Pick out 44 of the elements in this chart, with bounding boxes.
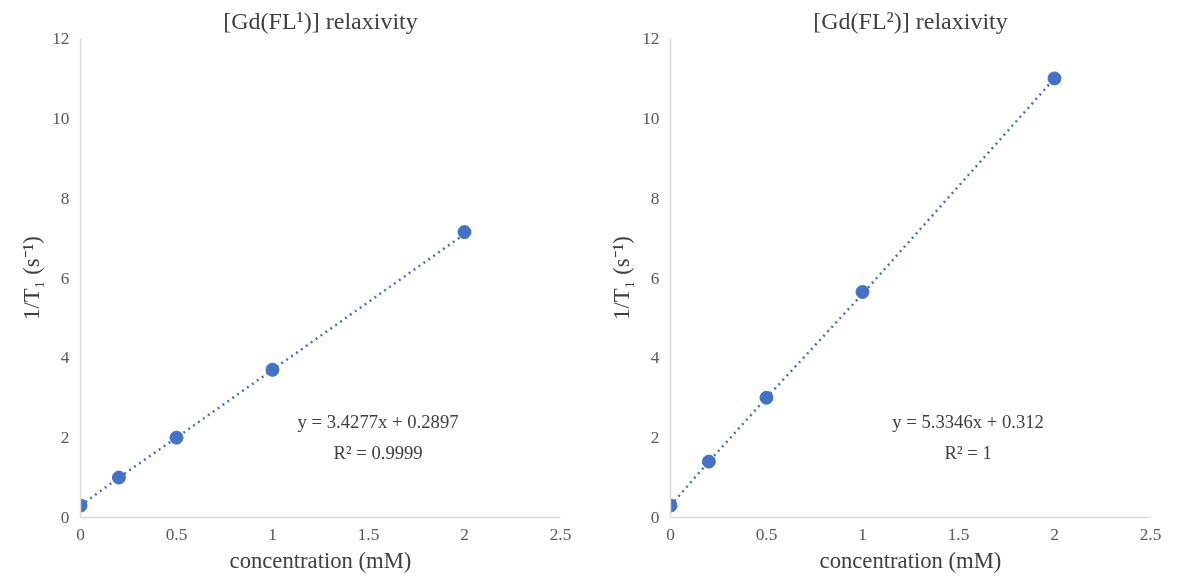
y-tick-label: 4 <box>650 348 660 368</box>
x-tick-label: 1 <box>858 524 867 544</box>
x-tick-label: 0 <box>666 524 675 544</box>
annotation: R² = 1 <box>944 442 992 464</box>
x-axis-title: concentration (mM) <box>819 547 1002 573</box>
annotation: y = 5.3346x + 0.312 <box>892 411 1044 433</box>
chart-title: [Gd(FL¹)] relaxivity <box>223 7 418 34</box>
y-tick-label: 0 <box>60 508 70 527</box>
x-tick-label: 2 <box>460 524 469 544</box>
y-tick-label: 0 <box>650 508 660 527</box>
y-tick-label: 12 <box>642 29 660 48</box>
y-tick-label: 2 <box>650 428 660 448</box>
y-tick-label: 12 <box>52 29 70 48</box>
x-tick-label: 2.5 <box>1139 524 1162 544</box>
point <box>169 430 184 445</box>
y-tick-label: 6 <box>60 268 70 288</box>
y-tick-label: 2 <box>60 428 70 448</box>
x-tick-label: 2 <box>1050 524 1059 544</box>
x-tick-label: 0.5 <box>165 524 188 544</box>
x-axis-title: concentration (mM) <box>229 547 412 573</box>
point <box>111 470 126 485</box>
x-tick-label: 2.5 <box>549 524 572 544</box>
point <box>1047 71 1062 86</box>
x-tick-label: 1 <box>268 524 277 544</box>
point <box>457 225 472 240</box>
y-tick-label: 10 <box>52 108 70 128</box>
y-tick-label: 8 <box>650 188 660 208</box>
y-tick-label: 4 <box>60 348 70 368</box>
point <box>759 390 774 405</box>
point <box>701 454 716 469</box>
y-axis-title: 1/T₁ (s⁻¹) <box>609 236 635 320</box>
x-tick-label: 1.5 <box>357 524 380 544</box>
chart-title: [Gd(FL²)] relaxivity <box>813 7 1008 34</box>
y-tick-label: 10 <box>642 108 660 128</box>
point <box>855 284 870 299</box>
annotation: R² = 0.9999 <box>333 442 423 464</box>
y-tick-label: 8 <box>60 188 70 208</box>
x-tick-label: 0.5 <box>755 524 778 544</box>
annotation: y = 3.4277x + 0.2897 <box>297 411 459 433</box>
y-tick-label: 6 <box>650 268 660 288</box>
x-tick-label: 0 <box>76 524 85 544</box>
x-tick-label: 1.5 <box>947 524 970 544</box>
point <box>265 362 280 377</box>
y-axis-title: 1/T₁ (s⁻¹) <box>19 236 45 320</box>
